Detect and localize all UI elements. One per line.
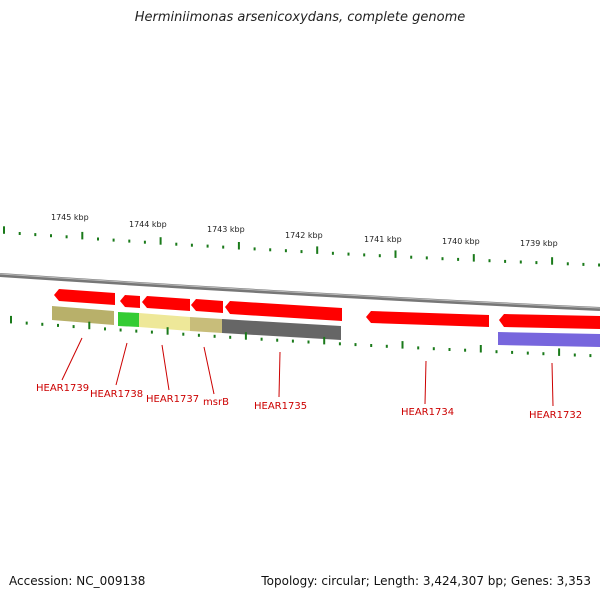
gene-label-msrb[interactable]: msrB [203, 397, 229, 408]
gene-label-hear1734[interactable]: HEAR1734 [401, 407, 454, 418]
leader-line [203, 346, 215, 395]
leader-line [278, 351, 281, 398]
gene-arrow[interactable] [366, 311, 489, 327]
category-block-blue[interactable] [498, 332, 600, 347]
topology-text: Topology: circular; Length: 3,424,307 bp… [261, 574, 591, 588]
category-block-green[interactable] [118, 312, 139, 327]
category-block-olive[interactable] [52, 306, 114, 325]
scale-label-1744: 1744 kbp [129, 220, 167, 229]
scale-label-1741: 1741 kbp [364, 235, 402, 244]
scale-label-1740: 1740 kbp [442, 237, 480, 246]
gene-label-hear1738[interactable]: HEAR1738 [90, 389, 143, 400]
scale-label-1739: 1739 kbp [520, 239, 558, 248]
category-blocks [52, 306, 600, 347]
leader-line [61, 337, 83, 381]
scale-label-1745: 1745 kbp [51, 213, 89, 222]
category-block-dark-grey[interactable] [222, 319, 341, 340]
gene-label-hear1739[interactable]: HEAR1739 [36, 383, 89, 394]
leader-line [424, 360, 427, 405]
scale-label-1743: 1743 kbp [207, 225, 245, 234]
gene-arrows [54, 289, 600, 329]
category-block-yellow[interactable] [139, 313, 190, 331]
gene-arrow[interactable] [120, 295, 140, 308]
category-block-olive[interactable] [190, 317, 222, 333]
gene-label-hear1737[interactable]: HEAR1737 [146, 394, 199, 405]
gene-arrow[interactable] [499, 314, 600, 329]
accession-text: Accession: NC_009138 [9, 574, 146, 588]
leader-line [115, 342, 128, 386]
genome-backbone-highlight [0, 273, 600, 309]
leader-line [161, 344, 170, 391]
gene-label-hear1732[interactable]: HEAR1732 [529, 410, 582, 421]
gene-arrow[interactable] [225, 301, 342, 321]
gene-labels: HEAR1739 HEAR1738 HEAR1737 msrB HEAR1735… [36, 383, 582, 421]
gene-label-hear1735[interactable]: HEAR1735 [254, 401, 307, 412]
leader-line [551, 362, 554, 407]
label-leaders [61, 337, 554, 407]
genome-backbone [0, 273, 600, 311]
gene-arrow[interactable] [54, 289, 115, 305]
gene-arrow[interactable] [142, 296, 190, 311]
gene-arrow[interactable] [191, 299, 223, 313]
scale-label-1742: 1742 kbp [285, 231, 323, 240]
scale-labels: 1745 kbp 1744 kbp 1743 kbp 1742 kbp 1741… [51, 213, 558, 248]
map-title: Herminiimonas arsenicoxydans, complete g… [134, 10, 466, 25]
inner-scale-ticks [10, 315, 592, 358]
outer-scale-ticks [3, 226, 600, 267]
